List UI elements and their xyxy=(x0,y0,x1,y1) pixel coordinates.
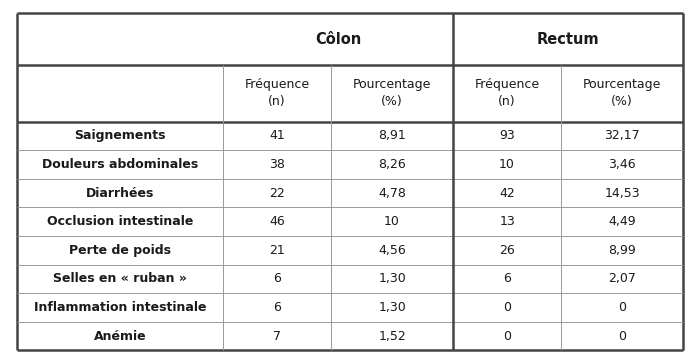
Text: 1,30: 1,30 xyxy=(378,272,406,285)
Text: 32,17: 32,17 xyxy=(604,129,640,142)
Text: Selles en « ruban »: Selles en « ruban » xyxy=(53,272,187,285)
Text: 6: 6 xyxy=(503,272,511,285)
Text: Perte de poids: Perte de poids xyxy=(69,244,171,257)
Text: 46: 46 xyxy=(269,215,285,228)
Text: 4,78: 4,78 xyxy=(378,187,406,200)
Text: Diarrhées: Diarrhées xyxy=(86,187,155,200)
Text: 42: 42 xyxy=(499,187,515,200)
Text: 0: 0 xyxy=(618,301,626,314)
Text: Pourcentage
(%): Pourcentage (%) xyxy=(583,78,661,109)
Text: Occlusion intestinale: Occlusion intestinale xyxy=(47,215,194,228)
Text: 6: 6 xyxy=(273,272,281,285)
Text: 8,99: 8,99 xyxy=(608,244,636,257)
Text: Côlon: Côlon xyxy=(315,32,361,46)
Text: 10: 10 xyxy=(384,215,400,228)
Text: 0: 0 xyxy=(503,301,511,314)
Text: Inflammation intestinale: Inflammation intestinale xyxy=(34,301,206,314)
Text: 22: 22 xyxy=(269,187,285,200)
Text: 7: 7 xyxy=(273,330,281,343)
Text: 1,30: 1,30 xyxy=(378,301,406,314)
Text: 26: 26 xyxy=(499,244,515,257)
Text: Douleurs abdominales: Douleurs abdominales xyxy=(42,158,199,171)
Text: Rectum: Rectum xyxy=(537,32,599,46)
Text: Anémie: Anémie xyxy=(94,330,146,343)
Text: 8,91: 8,91 xyxy=(378,129,406,142)
Text: 4,56: 4,56 xyxy=(378,244,406,257)
Text: 1,52: 1,52 xyxy=(378,330,406,343)
Text: 93: 93 xyxy=(499,129,515,142)
Text: 14,53: 14,53 xyxy=(604,187,640,200)
Text: Saignements: Saignements xyxy=(75,129,166,142)
Text: Pourcentage
(%): Pourcentage (%) xyxy=(353,78,431,109)
Text: 0: 0 xyxy=(618,330,626,343)
Text: 21: 21 xyxy=(269,244,285,257)
Text: 41: 41 xyxy=(269,129,285,142)
Text: 3,46: 3,46 xyxy=(608,158,636,171)
Text: 4,49: 4,49 xyxy=(608,215,636,228)
Text: 2,07: 2,07 xyxy=(608,272,636,285)
Text: 10: 10 xyxy=(499,158,515,171)
Text: Fréquence
(n): Fréquence (n) xyxy=(475,78,539,109)
Text: Fréquence
(n): Fréquence (n) xyxy=(245,78,309,109)
Text: 0: 0 xyxy=(503,330,511,343)
Text: 8,26: 8,26 xyxy=(378,158,406,171)
Text: 6: 6 xyxy=(273,301,281,314)
Text: 13: 13 xyxy=(499,215,515,228)
Text: 38: 38 xyxy=(269,158,285,171)
